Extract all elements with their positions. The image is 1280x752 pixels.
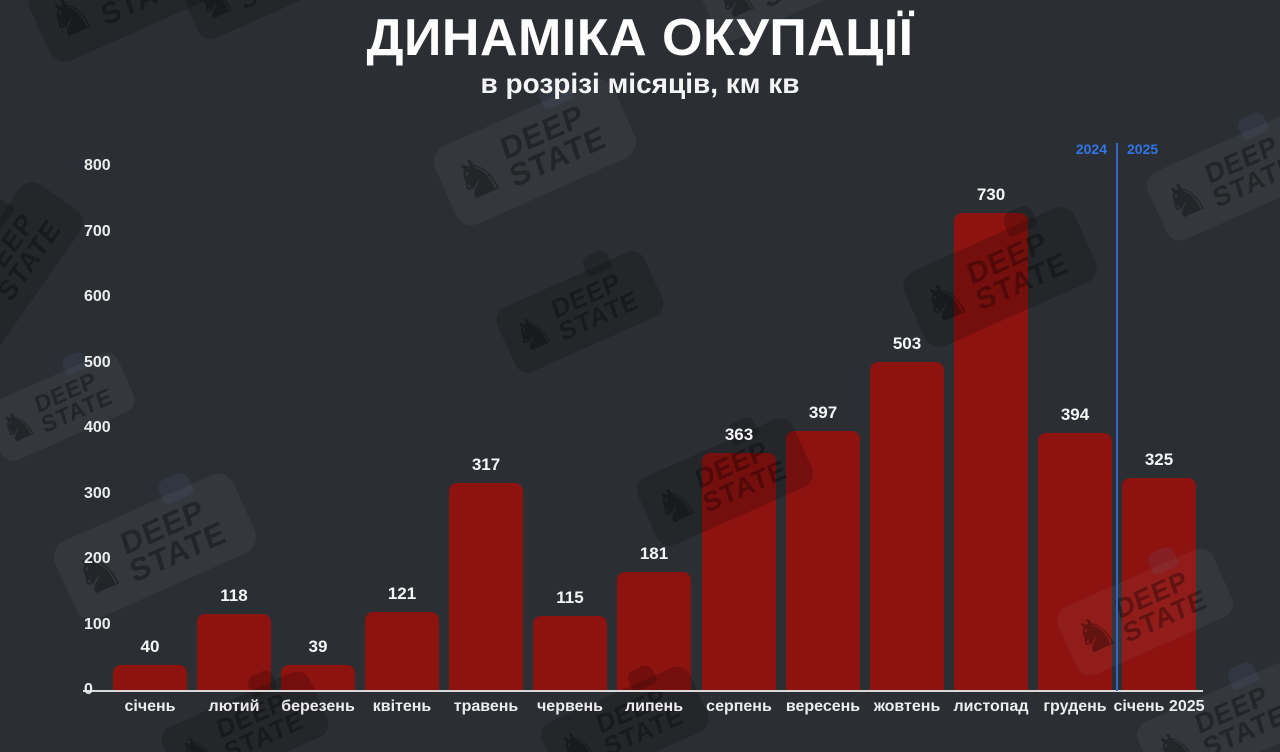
bar-січень xyxy=(113,665,187,691)
bar-березень xyxy=(281,665,355,691)
bar-лютий xyxy=(197,614,271,691)
bar-грудень xyxy=(1038,433,1112,691)
bar-жовтень xyxy=(870,362,944,691)
year-label-2025: 2025 xyxy=(1127,141,1159,157)
bar-квітень xyxy=(365,612,439,691)
bar-червень xyxy=(533,616,607,691)
year-divider-line xyxy=(1116,143,1118,691)
bar-січень 2025 xyxy=(1122,478,1196,691)
bar-листопад xyxy=(954,213,1028,691)
bar-травень xyxy=(449,483,523,691)
bar-серпень xyxy=(702,453,776,691)
bar-вересень xyxy=(786,431,860,691)
x-axis-line xyxy=(83,690,1203,692)
year-label-2024: 2024 xyxy=(1075,141,1107,157)
bar-липень xyxy=(617,572,691,691)
